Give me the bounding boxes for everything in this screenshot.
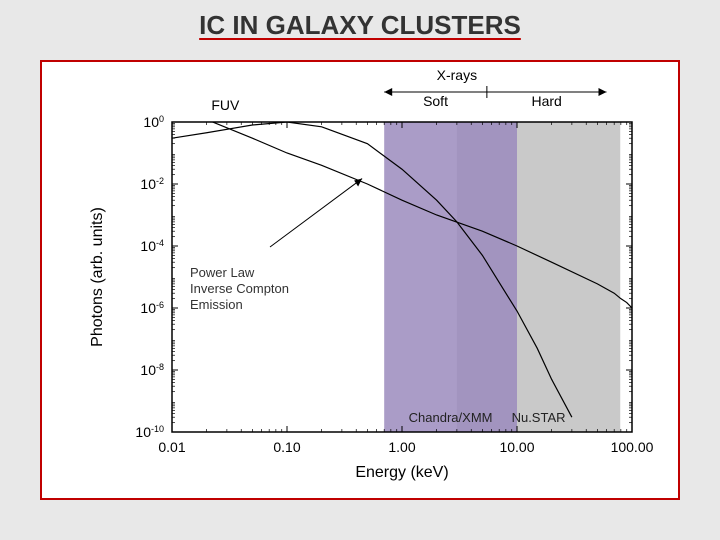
powerlaw-annotation-line: Emission [190, 297, 243, 312]
band-label-nustar: Nu.STAR [512, 410, 566, 425]
soft-label: Soft [423, 93, 448, 109]
yaxis-label: Photons (arb. units) [89, 207, 106, 347]
ytick-label: 100 [143, 114, 164, 130]
chart-frame: 0.01 0.10 1.00 10.00 100.00 10-10 10-8 10-6 10-4… [40, 60, 680, 500]
hard-label: Hard [531, 93, 561, 109]
powerlaw-annotation-line: Power Law [190, 265, 255, 280]
ytick-label: 10-2 [140, 176, 164, 192]
arrowhead-left-icon [384, 88, 392, 96]
ytick-label: 10-8 [140, 362, 164, 378]
xtick-label: 1.00 [388, 439, 415, 455]
chart: 0.01 0.10 1.00 10.00 100.00 10-10 10-8 10-6 10-4… [42, 62, 678, 498]
band-chandra-xmm [384, 122, 517, 432]
xtick-label: 0.10 [273, 439, 300, 455]
ytick-label: 10-6 [140, 300, 164, 316]
annotation-arrowhead-icon [354, 179, 362, 187]
powerlaw-annotation-line: Inverse Compton [190, 281, 289, 296]
xtick-label: 0.01 [158, 439, 185, 455]
fuv-label: FUV [211, 97, 240, 113]
xrays-label: X-rays [437, 67, 477, 83]
xaxis-label: Energy (keV) [355, 464, 448, 481]
annotation-arrow [270, 179, 362, 247]
ytick-label: 10-4 [140, 238, 164, 254]
arrowhead-right-icon [598, 88, 606, 96]
page-title: IC IN GALAXY CLUSTERS [199, 10, 521, 41]
xtick-label: 10.00 [499, 439, 534, 455]
band-label-chandra-xmm: Chandra/XMM [409, 410, 493, 425]
xtick-label: 100.00 [611, 439, 654, 455]
ytick-label: 10-10 [135, 424, 164, 440]
